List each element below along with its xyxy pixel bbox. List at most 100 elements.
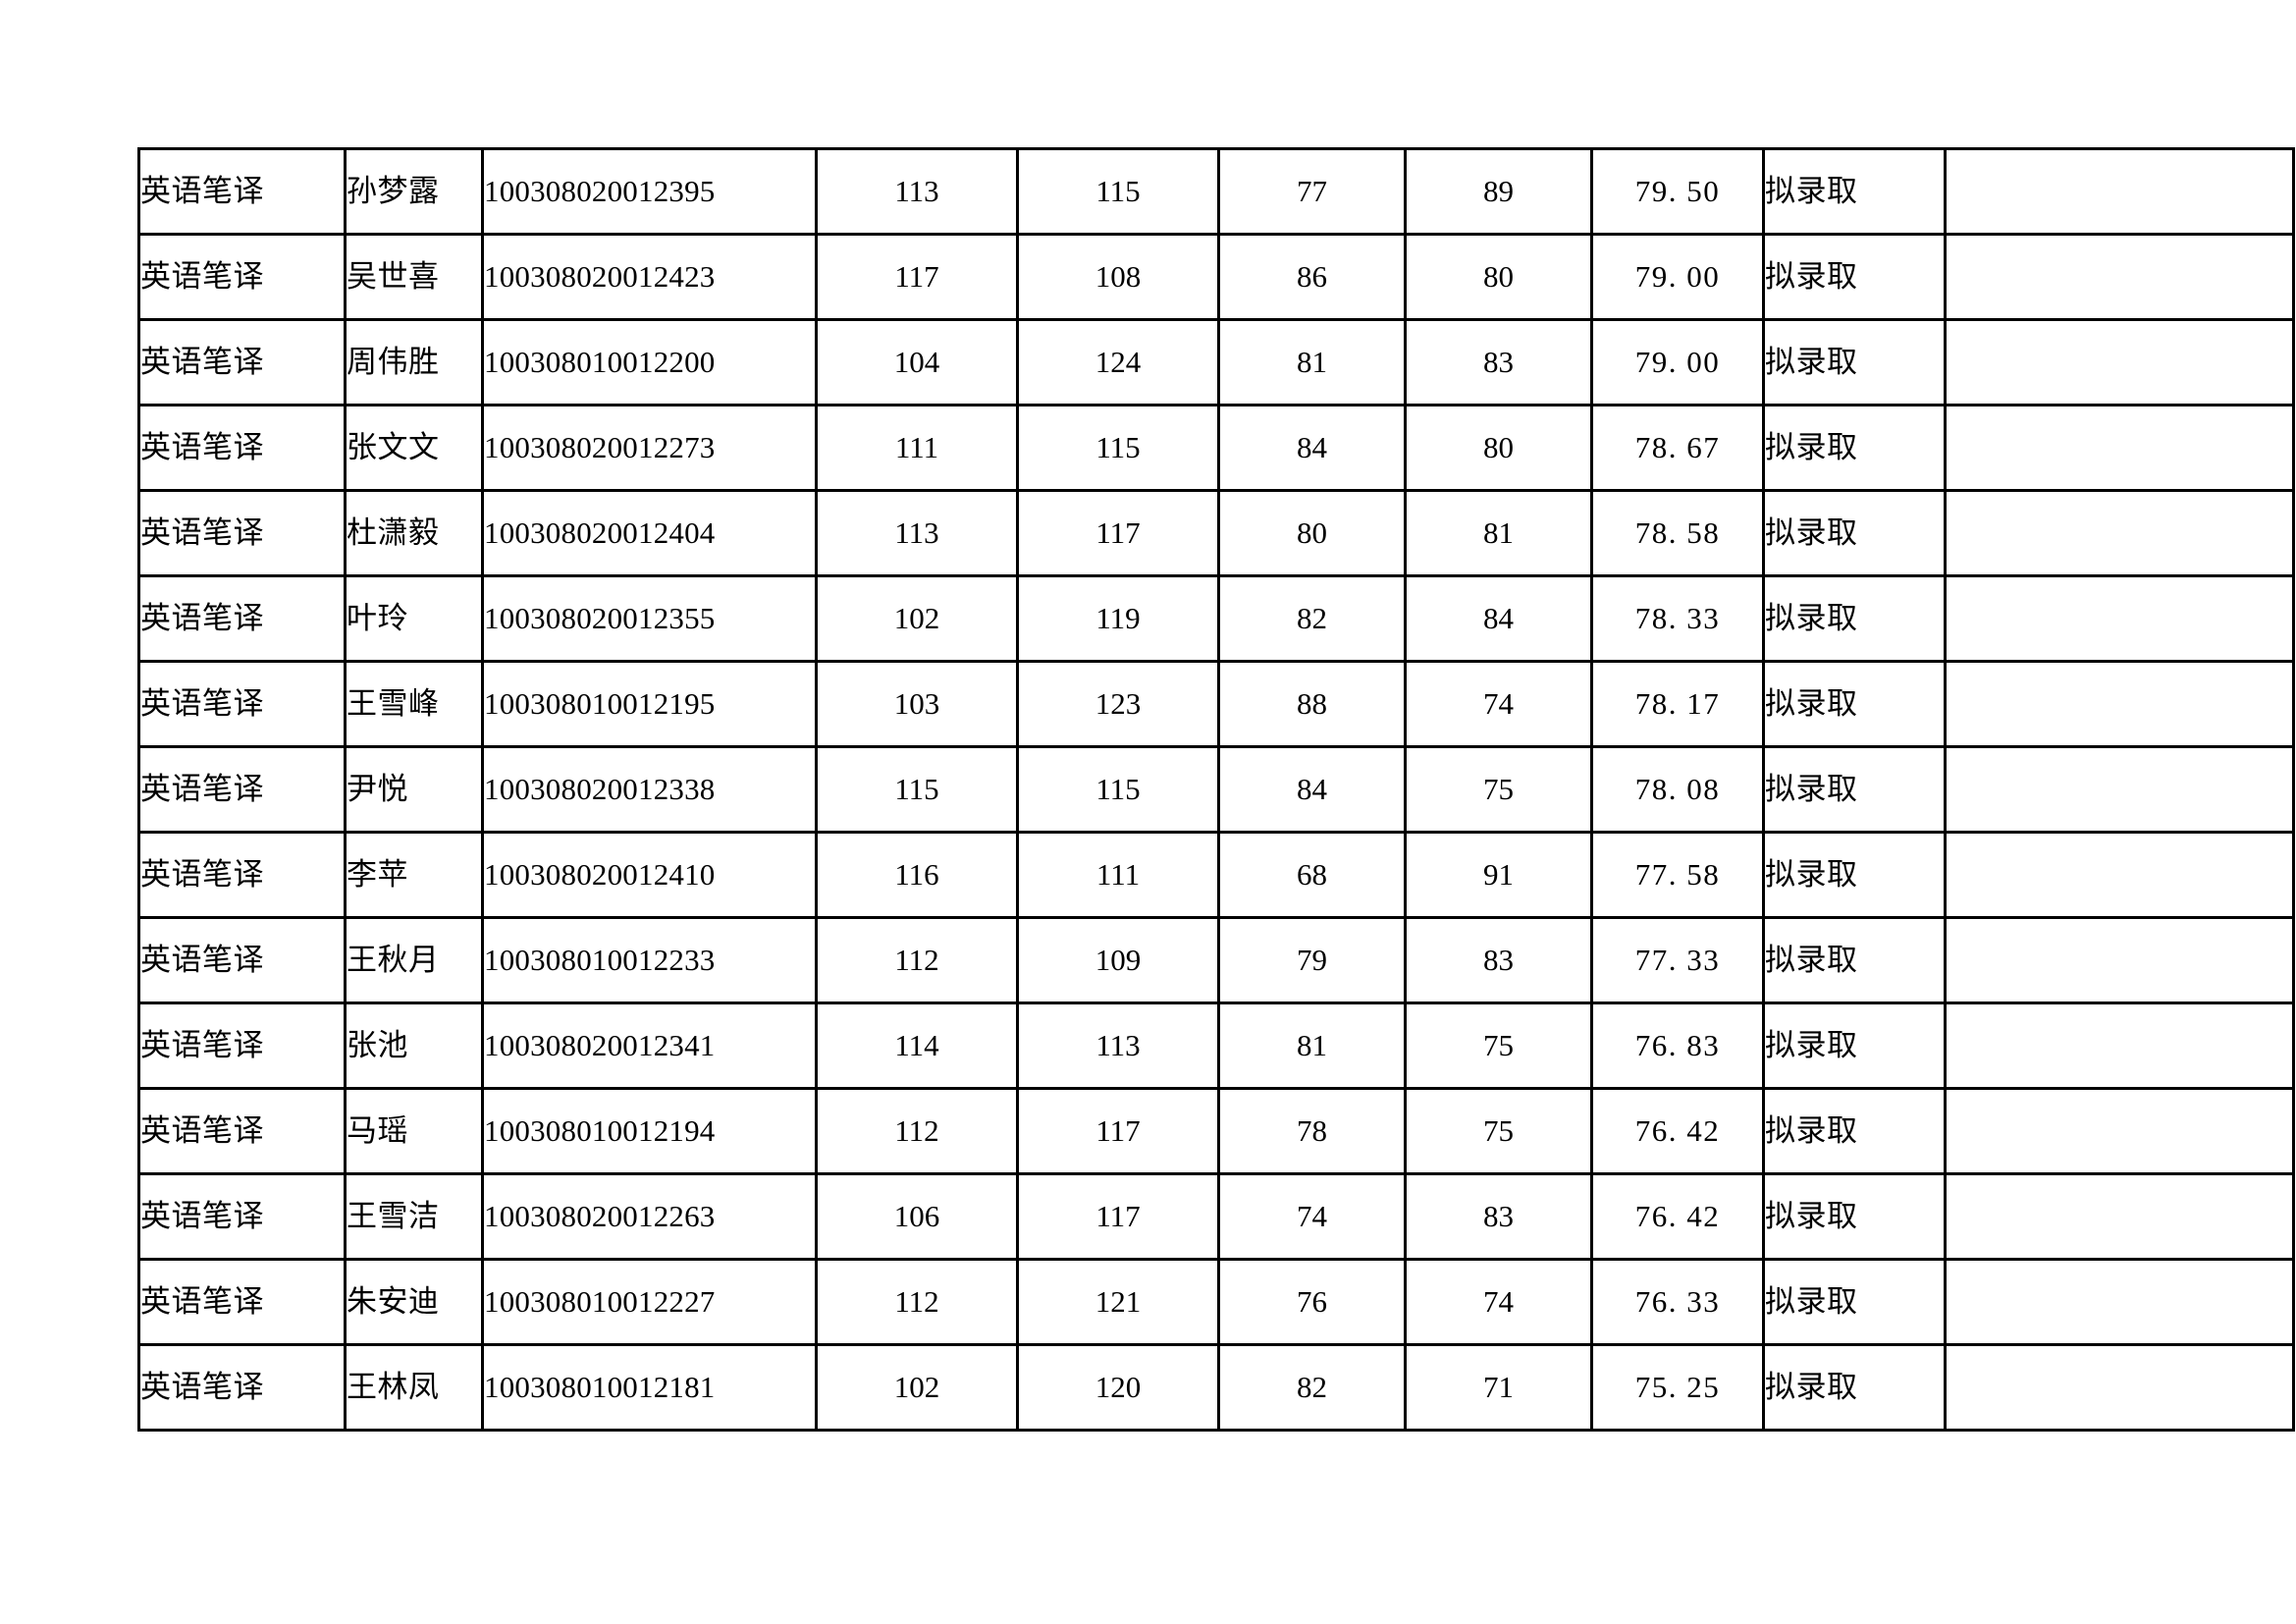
- cell-name: 王雪洁: [344, 1172, 484, 1261]
- table-row: 英语笔译 周伟胜 100308010012200 104 124 81 83 79. 00 拟录…: [137, 318, 2295, 406]
- cell-remark: [1944, 147, 2295, 236]
- cell-score-1: 106: [815, 1172, 1019, 1261]
- cell-score-1: 117: [815, 233, 1019, 321]
- cell-status: 拟录取: [1762, 318, 1947, 406]
- cell-remark: [1944, 1172, 2295, 1261]
- table-row: 英语笔译 叶玲 100308020012355 102 119 82 84 78. 33 拟录取: [137, 574, 2295, 663]
- table-row: 英语笔译 王林凤 100308010012181 102 120 82 71 75. 25 拟录…: [137, 1343, 2295, 1432]
- cell-score-2: 115: [1016, 745, 1220, 834]
- cell-major: 英语笔译: [137, 147, 347, 236]
- cell-score-4: 74: [1404, 660, 1593, 748]
- cell-score-4: 75: [1404, 745, 1593, 834]
- cell-status: 拟录取: [1762, 1343, 1947, 1432]
- cell-score-2: 117: [1016, 1172, 1220, 1261]
- table-row: 英语笔译 王雪峰 100308010012195 103 123 88 74 78. 17 拟录…: [137, 660, 2295, 748]
- cell-major: 英语笔译: [137, 404, 347, 492]
- cell-score-1: 112: [815, 1258, 1019, 1346]
- cell-score-2: 119: [1016, 574, 1220, 663]
- cell-score-4: 71: [1404, 1343, 1593, 1432]
- table-row: 英语笔译 王雪洁 100308020012263 106 117 74 83 76. 42 拟录…: [137, 1172, 2295, 1261]
- cell-total-score: 79. 50: [1590, 147, 1765, 236]
- cell-score-3: 82: [1217, 574, 1407, 663]
- table-row: 英语笔译 杜潇毅 100308020012404 113 117 80 81 78. 58 拟录…: [137, 489, 2295, 577]
- cell-major: 英语笔译: [137, 745, 347, 834]
- cell-major: 英语笔译: [137, 660, 347, 748]
- cell-remark: [1944, 489, 2295, 577]
- cell-score-1: 103: [815, 660, 1019, 748]
- cell-name: 王秋月: [344, 916, 484, 1004]
- cell-exam-id: 100308010012181: [481, 1343, 818, 1432]
- cell-status: 拟录取: [1762, 1172, 1947, 1261]
- cell-exam-id: 100308010012233: [481, 916, 818, 1004]
- cell-total-score: 79. 00: [1590, 318, 1765, 406]
- cell-status: 拟录取: [1762, 574, 1947, 663]
- cell-major: 英语笔译: [137, 574, 347, 663]
- cell-total-score: 78. 33: [1590, 574, 1765, 663]
- cell-major: 英语笔译: [137, 831, 347, 919]
- cell-score-2: 124: [1016, 318, 1220, 406]
- cell-score-2: 120: [1016, 1343, 1220, 1432]
- cell-total-score: 78. 08: [1590, 745, 1765, 834]
- cell-remark: [1944, 233, 2295, 321]
- cell-status: 拟录取: [1762, 745, 1947, 834]
- cell-score-3: 76: [1217, 1258, 1407, 1346]
- cell-status: 拟录取: [1762, 831, 1947, 919]
- cell-total-score: 76. 33: [1590, 1258, 1765, 1346]
- cell-status: 拟录取: [1762, 404, 1947, 492]
- cell-score-2: 123: [1016, 660, 1220, 748]
- cell-score-3: 81: [1217, 318, 1407, 406]
- cell-score-1: 115: [815, 745, 1019, 834]
- cell-remark: [1944, 1343, 2295, 1432]
- cell-major: 英语笔译: [137, 1001, 347, 1090]
- cell-status: 拟录取: [1762, 489, 1947, 577]
- cell-total-score: 76. 42: [1590, 1087, 1765, 1175]
- table-row: 英语笔译 张文文 100308020012273 111 115 84 80 78. 67 拟录…: [137, 404, 2295, 492]
- cell-score-1: 112: [815, 1087, 1019, 1175]
- cell-status: 拟录取: [1762, 660, 1947, 748]
- cell-score-4: 81: [1404, 489, 1593, 577]
- cell-score-3: 84: [1217, 745, 1407, 834]
- cell-score-3: 84: [1217, 404, 1407, 492]
- cell-remark: [1944, 831, 2295, 919]
- cell-remark: [1944, 660, 2295, 748]
- table-row: 英语笔译 马瑶 100308010012194 112 117 78 75 76. 42 拟录取: [137, 1087, 2295, 1175]
- cell-major: 英语笔译: [137, 233, 347, 321]
- cell-status: 拟录取: [1762, 1087, 1947, 1175]
- cell-major: 英语笔译: [137, 1258, 347, 1346]
- cell-score-2: 111: [1016, 831, 1220, 919]
- cell-total-score: 76. 83: [1590, 1001, 1765, 1090]
- cell-total-score: 75. 25: [1590, 1343, 1765, 1432]
- cell-score-4: 91: [1404, 831, 1593, 919]
- cell-exam-id: 100308020012404: [481, 489, 818, 577]
- cell-name: 孙梦露: [344, 147, 484, 236]
- cell-major: 英语笔译: [137, 1172, 347, 1261]
- cell-name: 吴世喜: [344, 233, 484, 321]
- cell-total-score: 78. 67: [1590, 404, 1765, 492]
- cell-major: 英语笔译: [137, 1087, 347, 1175]
- cell-exam-id: 100308010012194: [481, 1087, 818, 1175]
- table-row: 英语笔译 李苹 100308020012410 116 111 68 91 77. 58 拟录取: [137, 831, 2295, 919]
- table-body: 英语笔译 孙梦露 100308020012395 113 115 77 89 79. 50 拟录…: [137, 147, 2295, 1432]
- cell-total-score: 77. 33: [1590, 916, 1765, 1004]
- cell-total-score: 79. 00: [1590, 233, 1765, 321]
- table-row: 英语笔译 尹悦 100308020012338 115 115 84 75 78. 08 拟录取: [137, 745, 2295, 834]
- cell-score-3: 68: [1217, 831, 1407, 919]
- cell-score-1: 113: [815, 489, 1019, 577]
- cell-major: 英语笔译: [137, 1343, 347, 1432]
- admission-results-table: 英语笔译 孙梦露 100308020012395 113 115 77 89 79. 50 拟录…: [137, 147, 2295, 1432]
- cell-status: 拟录取: [1762, 147, 1947, 236]
- cell-exam-id: 100308010012200: [481, 318, 818, 406]
- cell-score-3: 86: [1217, 233, 1407, 321]
- cell-remark: [1944, 916, 2295, 1004]
- cell-exam-id: 100308020012341: [481, 1001, 818, 1090]
- cell-score-2: 113: [1016, 1001, 1220, 1090]
- cell-name: 马瑶: [344, 1087, 484, 1175]
- table-row: 英语笔译 王秋月 100308010012233 112 109 79 83 77. 33 拟录…: [137, 916, 2295, 1004]
- cell-score-1: 113: [815, 147, 1019, 236]
- cell-score-2: 121: [1016, 1258, 1220, 1346]
- cell-total-score: 77. 58: [1590, 831, 1765, 919]
- cell-name: 王林凤: [344, 1343, 484, 1432]
- cell-score-4: 80: [1404, 404, 1593, 492]
- cell-remark: [1944, 404, 2295, 492]
- cell-score-4: 83: [1404, 318, 1593, 406]
